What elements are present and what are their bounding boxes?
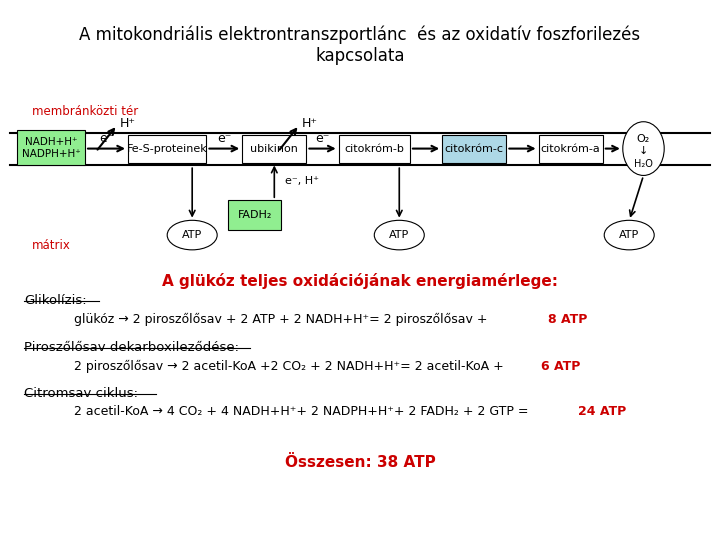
Text: mátrix: mátrix <box>32 239 71 252</box>
Text: e⁻: e⁻ <box>99 132 114 145</box>
Text: O₂: O₂ <box>637 134 650 144</box>
Text: 2 piroszőlősav → 2 acetil-KoA +2 CO₂ + 2 NADH+H⁺= 2 acetil-KoA +: 2 piroszőlősav → 2 acetil-KoA +2 CO₂ + 2… <box>74 360 508 373</box>
FancyBboxPatch shape <box>128 134 207 163</box>
Text: citokróm-b: citokróm-b <box>344 144 404 153</box>
Text: Fe-S-proteinek: Fe-S-proteinek <box>127 144 207 153</box>
Text: H⁺: H⁺ <box>120 117 136 130</box>
Ellipse shape <box>623 122 665 176</box>
Text: e⁻: e⁻ <box>217 132 232 145</box>
Text: e⁻: e⁻ <box>315 132 330 145</box>
FancyBboxPatch shape <box>228 200 282 230</box>
Ellipse shape <box>167 220 217 250</box>
FancyBboxPatch shape <box>17 130 85 165</box>
Text: ATP: ATP <box>619 230 639 240</box>
Text: Glikolízis:: Glikolízis: <box>24 294 87 307</box>
Text: NADH+H⁺
NADPH+H⁺: NADH+H⁺ NADPH+H⁺ <box>22 137 81 159</box>
Text: 2 acetil-KoA → 4 CO₂ + 4 NADH+H⁺+ 2 NADPH+H⁺+ 2 FADH₂ + 2 GTP =: 2 acetil-KoA → 4 CO₂ + 4 NADH+H⁺+ 2 NADP… <box>74 406 533 419</box>
Text: ATP: ATP <box>182 230 202 240</box>
Text: 24 ATP: 24 ATP <box>577 406 626 419</box>
Text: FADH₂: FADH₂ <box>238 210 272 220</box>
Text: A glükóz teljes oxidációjának energiamérlege:: A glükóz teljes oxidációjának energiamér… <box>162 273 558 289</box>
Text: citokróm-c: citokróm-c <box>445 144 504 153</box>
FancyBboxPatch shape <box>338 134 410 163</box>
Text: A mitokondriális elektrontranszportlánc  és az oxidatív foszforilezés: A mitokondriális elektrontranszportlánc … <box>79 25 641 44</box>
Text: ↓: ↓ <box>639 146 648 156</box>
FancyBboxPatch shape <box>442 134 506 163</box>
Text: citokróm-a: citokróm-a <box>541 144 600 153</box>
Ellipse shape <box>604 220 654 250</box>
Text: 6 ATP: 6 ATP <box>541 360 580 373</box>
Text: 8 ATP: 8 ATP <box>548 313 588 326</box>
Text: Összesen: 38 ATP: Összesen: 38 ATP <box>284 455 436 470</box>
Text: glükóz → 2 piroszőlősav + 2 ATP + 2 NADH+H⁺= 2 piroszőlősav +: glükóz → 2 piroszőlősav + 2 ATP + 2 NADH… <box>74 313 492 326</box>
FancyBboxPatch shape <box>539 134 603 163</box>
Text: H⁺: H⁺ <box>302 117 318 130</box>
Text: e⁻, H⁺: e⁻, H⁺ <box>285 177 319 186</box>
Text: Citromsav ciklus:: Citromsav ciklus: <box>24 387 138 400</box>
Text: H₂O: H₂O <box>634 159 653 168</box>
Text: ubikinon: ubikinon <box>251 144 298 153</box>
Ellipse shape <box>374 220 424 250</box>
Text: kapcsolata: kapcsolata <box>315 47 405 65</box>
FancyBboxPatch shape <box>242 134 307 163</box>
Text: ATP: ATP <box>389 230 410 240</box>
Text: membránközti tér: membránközti tér <box>32 105 138 118</box>
Text: Piroszőlősav dekarboxileződése:: Piroszőlősav dekarboxileződése: <box>24 341 239 354</box>
